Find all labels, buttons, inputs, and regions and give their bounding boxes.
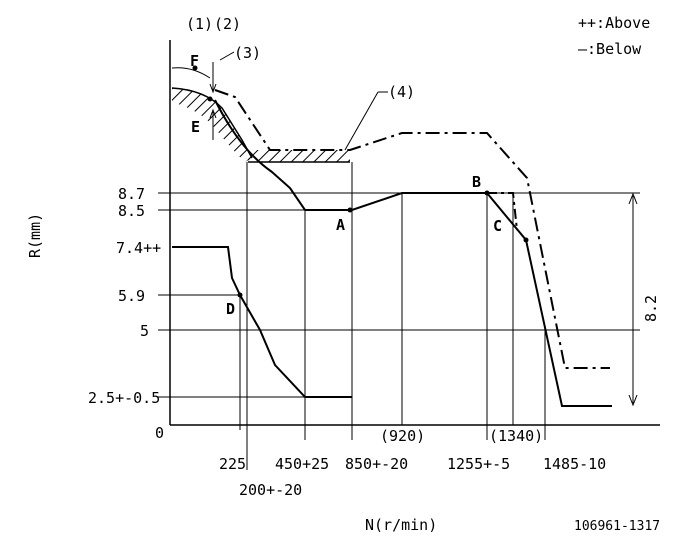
x-tick-1485: 1485-10: [543, 455, 606, 473]
y-tick-5: 5: [140, 322, 149, 340]
y-tick-7-4: 7.4++: [116, 239, 161, 257]
x-tick-200: 200+-20: [239, 481, 302, 499]
x-tick-225: 225: [219, 455, 246, 473]
x-tick-450: 450+25: [275, 455, 329, 473]
vertical-reference-lines: [239, 162, 546, 470]
main-solid-curve-lower: [172, 246, 352, 398]
y-tick-0: 0: [155, 424, 164, 442]
legend-above: ++:Above: [578, 14, 650, 32]
label-2: (2): [214, 15, 241, 33]
dimension-arrow-8-2: [628, 192, 638, 407]
hatched-region-upper: [172, 88, 252, 162]
points: [192, 65, 529, 298]
label-1: (1): [186, 15, 213, 33]
label-3: (3): [234, 44, 261, 62]
horizontal-reference-lines: [158, 192, 640, 398]
y-tick-5-9: 5.9: [118, 287, 145, 305]
label-a: A: [336, 216, 345, 234]
label-b: B: [472, 173, 481, 191]
x-tick-850: 850+-20: [345, 455, 408, 473]
y-axis-label: R(mm): [26, 213, 44, 258]
label-c: C: [493, 217, 502, 235]
y-tick-2-5: 2.5+-0.5: [88, 389, 160, 407]
main-solid-curve-upper: [214, 99, 612, 407]
x-tick-1340: (1340): [489, 427, 543, 445]
y-tick-8-7: 8.7: [118, 185, 145, 203]
label-e: E: [191, 118, 200, 136]
hatched-region-upper-edge: [171, 87, 253, 159]
x-tick-1255: 1255+-5: [447, 455, 510, 473]
x-tick-920: (920): [380, 427, 425, 445]
hatched-band-4: [248, 150, 350, 162]
short-dashdot-vertical: [487, 192, 518, 231]
upper-dashdot-curve: [214, 89, 610, 369]
footer-code: 106961-1317: [574, 519, 660, 534]
label-f: F: [190, 52, 199, 70]
y-tick-8-5: 8.5: [118, 202, 145, 220]
curve-f-start: [171, 67, 211, 79]
dimension-value: 8.2: [642, 295, 660, 322]
label-d: D: [226, 300, 235, 318]
label-4: (4): [388, 83, 415, 101]
marker-arrows: [209, 51, 388, 151]
x-axis-label: N(r/min): [365, 516, 437, 534]
legend-below: —:Below: [578, 40, 642, 58]
